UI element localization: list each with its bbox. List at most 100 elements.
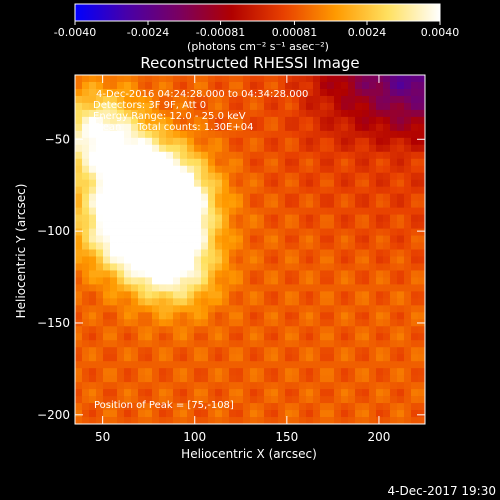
- heatmap-cell: [306, 256, 314, 264]
- heatmap-cell: [145, 403, 153, 411]
- heatmap-cell: [369, 200, 377, 209]
- heatmap-cell: [397, 165, 405, 174]
- heatmap-cell: [75, 417, 83, 425]
- heatmap-cell: [201, 382, 209, 390]
- heatmap-cell: [236, 284, 244, 292]
- heatmap-cell: [285, 95, 293, 104]
- heatmap-cell: [285, 151, 293, 160]
- heatmap-cell: [131, 144, 139, 153]
- heatmap-cell: [159, 116, 167, 125]
- heatmap-cell: [89, 242, 97, 250]
- heatmap-cell: [418, 116, 426, 125]
- heatmap-cell: [327, 207, 335, 215]
- heatmap-cell: [194, 354, 202, 362]
- heatmap-cell: [320, 193, 328, 202]
- heatmap-cell: [313, 291, 321, 299]
- heatmap-cell: [313, 102, 321, 111]
- heatmap-cell: [110, 291, 118, 299]
- heatmap-cell: [117, 116, 125, 125]
- heatmap-cell: [348, 214, 356, 222]
- heatmap-cell: [215, 130, 223, 139]
- heatmap-cell: [334, 249, 342, 257]
- heatmap-cell: [180, 326, 188, 334]
- heatmap-cell: [124, 291, 132, 299]
- heatmap-cell: [180, 284, 188, 292]
- heatmap-cell: [159, 277, 167, 285]
- heatmap-cell: [376, 116, 384, 125]
- heatmap-cell: [411, 235, 419, 243]
- heatmap-cell: [180, 165, 188, 174]
- heatmap-cell: [264, 256, 272, 264]
- heatmap-cell: [411, 102, 419, 111]
- heatmap-cell: [215, 256, 223, 264]
- heatmap-cell: [404, 375, 412, 383]
- heatmap-cell: [229, 137, 237, 146]
- heatmap-cell: [397, 291, 405, 299]
- heatmap-cell: [215, 354, 223, 362]
- colorbar-unit-label: (photons cm⁻² s⁻¹ asec⁻²): [187, 40, 329, 53]
- heatmap-cell: [96, 228, 104, 236]
- heatmap-cell: [278, 179, 286, 188]
- heatmap-cell: [313, 109, 321, 118]
- heatmap-cell: [285, 228, 293, 236]
- heatmap-cell: [341, 403, 349, 411]
- heatmap-cell: [75, 193, 83, 202]
- heatmap-cell: [131, 305, 139, 313]
- heatmap-cell: [418, 130, 426, 139]
- heatmap-cell: [145, 263, 153, 271]
- heatmap-cell: [362, 256, 370, 264]
- heatmap-cell: [250, 249, 258, 257]
- heatmap-cell: [229, 214, 237, 222]
- heatmap-cell: [124, 116, 132, 125]
- heatmap-cell: [187, 137, 195, 146]
- heatmap-cell: [145, 368, 153, 376]
- heatmap-cell: [376, 172, 384, 181]
- heatmap-cell: [138, 326, 146, 334]
- heatmap-cell: [117, 158, 125, 167]
- heatmap-cell: [250, 95, 258, 104]
- heatmap-cell: [278, 102, 286, 111]
- heatmap-cell: [278, 116, 286, 125]
- heatmap-cell: [306, 172, 314, 181]
- heatmap-cell: [138, 382, 146, 390]
- heatmap-cell: [418, 312, 426, 320]
- heatmap-cell: [159, 375, 167, 383]
- heatmap-cell: [215, 277, 223, 285]
- heatmap-cell: [257, 207, 265, 215]
- heatmap-cell: [82, 312, 90, 320]
- heatmap-cell: [411, 403, 419, 411]
- heatmap-cell: [152, 347, 160, 355]
- heatmap-cell: [75, 256, 83, 264]
- heatmap-cell: [327, 333, 335, 341]
- heatmap-cell: [355, 214, 363, 222]
- heatmap-cell: [215, 95, 223, 104]
- heatmap-cell: [117, 81, 125, 90]
- heatmap-cell: [201, 186, 209, 195]
- heatmap-cell: [292, 354, 300, 362]
- heatmap-cell: [243, 200, 251, 209]
- heatmap-cell: [173, 305, 181, 313]
- heatmap-cell: [131, 326, 139, 334]
- heatmap-cell: [278, 277, 286, 285]
- heatmap-cell: [292, 291, 300, 299]
- heatmap-cell: [299, 228, 307, 236]
- heatmap-cell: [257, 81, 265, 90]
- heatmap-cell: [117, 298, 125, 306]
- heatmap-cell: [243, 123, 251, 132]
- heatmap-cell: [376, 368, 384, 376]
- heatmap-cell: [173, 277, 181, 285]
- heatmap-cell: [222, 354, 230, 362]
- heatmap-cell: [166, 417, 174, 425]
- heatmap-cell: [390, 75, 398, 83]
- heatmap-cell: [376, 75, 384, 83]
- heatmap-cell: [383, 375, 391, 383]
- heatmap-cell: [341, 284, 349, 292]
- heatmap-cell: [229, 403, 237, 411]
- heatmap-cell: [145, 361, 153, 369]
- heatmap-cell: [376, 214, 384, 222]
- heatmap-cell: [96, 151, 104, 160]
- heatmap-cell: [82, 340, 90, 348]
- heatmap-cell: [383, 75, 391, 83]
- heatmap-cell: [124, 75, 132, 83]
- heatmap-cell: [264, 116, 272, 125]
